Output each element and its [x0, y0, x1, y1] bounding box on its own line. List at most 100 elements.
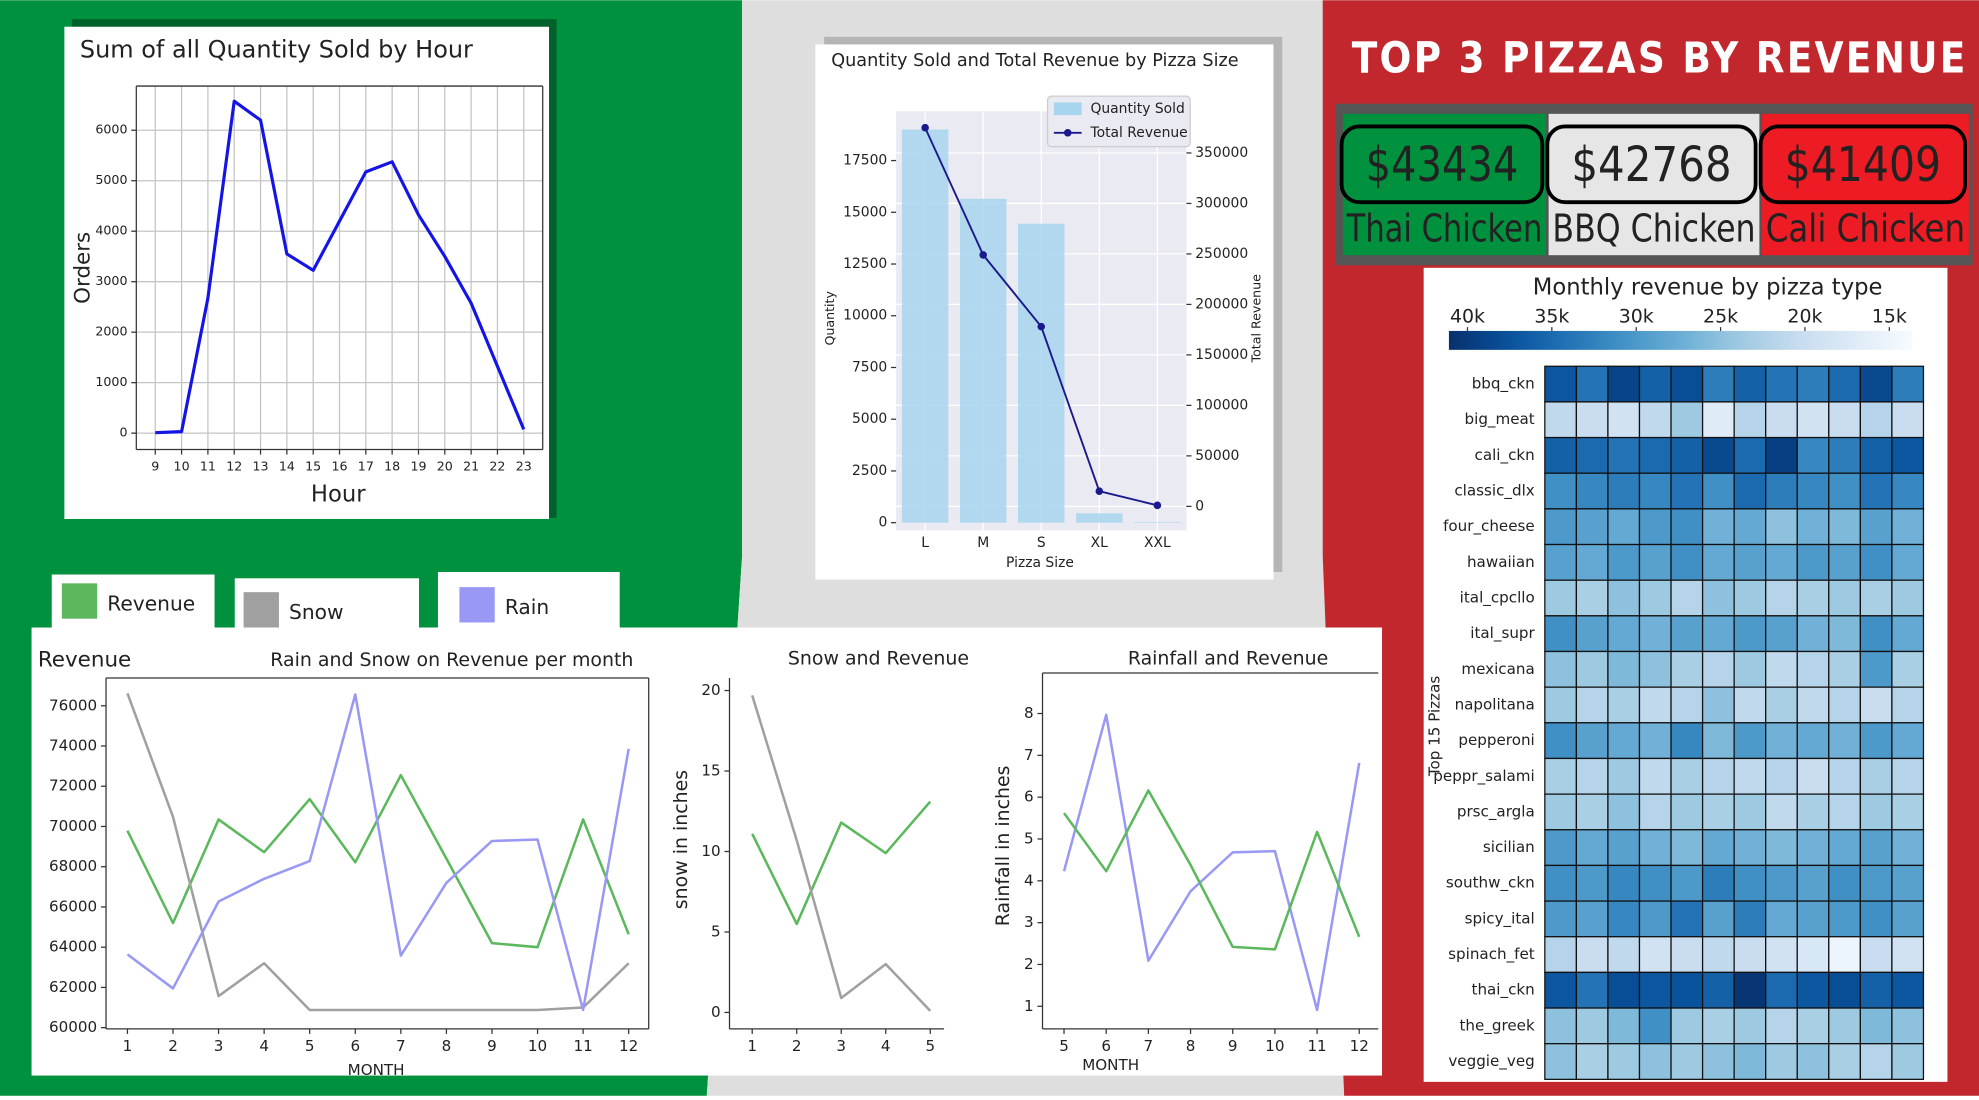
x-axis-label: Pizza Size	[1006, 555, 1074, 571]
x-axis-label: MONTH	[1082, 1056, 1139, 1074]
heatmap-cell	[1670, 864, 1704, 902]
x-tick-label: 8	[1186, 1037, 1196, 1055]
row-label: southw_ckn	[1446, 874, 1535, 893]
x-tick-label: 7	[1144, 1037, 1154, 1055]
heatmap-cell	[1638, 722, 1672, 760]
heatmap-cell	[1638, 757, 1672, 795]
heatmap-cell	[1891, 543, 1925, 581]
heatmap-cell	[1796, 508, 1830, 546]
heatmap-cell	[1891, 971, 1925, 1009]
series-line	[751, 695, 932, 1012]
legend-swatch	[61, 583, 98, 619]
heatmap-cell	[1796, 543, 1830, 581]
heatmap-cell	[1638, 793, 1672, 831]
x-tick-label: 16	[331, 459, 347, 474]
heatmap-cell	[1796, 864, 1830, 902]
heatmap-cell	[1796, 686, 1830, 724]
chart-title: Sum of all Quantity Sold by Hour	[80, 36, 473, 64]
heatmap-cell	[1733, 543, 1767, 581]
bar	[1076, 513, 1123, 523]
heatmap-cell	[1765, 365, 1798, 403]
heatmap-cell	[1670, 722, 1704, 760]
heatmap-cell	[1891, 722, 1925, 760]
kpi-value: $42768	[1571, 137, 1731, 193]
row-label: spinach_fet	[1448, 945, 1535, 964]
heatmap-cell	[1796, 971, 1830, 1009]
x-tick-label: 6	[1101, 1037, 1111, 1055]
heatmap-cell	[1733, 971, 1767, 1009]
heatmap-cell	[1891, 793, 1925, 831]
heatmap-cell	[1607, 436, 1641, 474]
heatmap-cell	[1733, 401, 1767, 439]
heatmap-cell	[1638, 864, 1672, 902]
row-label: hawaiian	[1467, 553, 1535, 571]
heatmap-cell	[1891, 401, 1925, 439]
x-tick-label: XL	[1091, 535, 1109, 551]
y-tick-label: 62000	[49, 978, 97, 996]
heatmap-cell	[1891, 436, 1925, 474]
x-tick-label: 8	[442, 1037, 452, 1055]
heatmap-cell	[1701, 579, 1735, 617]
heatmap-cell	[1701, 793, 1735, 831]
row-label: four_cheese	[1443, 517, 1535, 536]
heatmap-cell	[1544, 936, 1578, 974]
heatmap-cell	[1859, 436, 1893, 474]
heatmap-cell	[1733, 579, 1767, 617]
heatmap-cell	[1638, 365, 1672, 403]
row-label: classic_dlx	[1454, 482, 1534, 501]
y-tick-label: 7500	[852, 359, 887, 375]
heatmap-cell	[1607, 829, 1641, 867]
x-tick-label: 11	[200, 459, 216, 474]
heatmap-cell	[1575, 686, 1609, 724]
line-point	[979, 251, 987, 259]
row-label: mexicana	[1461, 660, 1534, 678]
x-tick-label: 5	[1059, 1037, 1069, 1055]
heatmap-cell	[1765, 472, 1798, 510]
heatmap-cell	[1575, 508, 1609, 546]
heatmap-cell	[1733, 793, 1767, 831]
y-tick-label: 2500	[852, 463, 887, 479]
heatmap-cell	[1891, 936, 1925, 974]
heatmap-cell	[1891, 829, 1925, 867]
x-tick-label: XXL	[1144, 535, 1171, 551]
x-tick-label: M	[977, 535, 989, 551]
y-tick-label: 7	[1024, 746, 1034, 764]
heatmap-cell	[1891, 1007, 1925, 1045]
heatmap-cell	[1891, 365, 1925, 403]
heatmap-cell	[1701, 900, 1735, 938]
heatmap-cell	[1765, 401, 1798, 439]
y-tick-label: 3	[1024, 913, 1034, 931]
y-tick-label: 70000	[49, 817, 97, 835]
x-tick-label: S	[1037, 535, 1046, 551]
heatmap-cell	[1670, 472, 1704, 510]
y-tick-label: 4	[1024, 871, 1034, 889]
heatmap-cell	[1701, 401, 1735, 439]
heatmap-cell	[1765, 543, 1798, 581]
heatmap-cell	[1733, 650, 1767, 688]
y-tick-label: 5000	[852, 411, 887, 427]
y-tick-label: 74000	[49, 736, 97, 754]
heatmap-cell	[1828, 722, 1861, 760]
heatmap-cell	[1796, 900, 1830, 938]
heatmap-cell	[1765, 1007, 1798, 1045]
heatmap-cell	[1544, 508, 1578, 546]
y-tick-label: 17500	[843, 153, 887, 169]
y2-tick-label: 200000	[1195, 296, 1248, 312]
heatmap-cell	[1575, 615, 1609, 653]
kpi-value: $41409	[1785, 137, 1942, 193]
series-line	[751, 800, 932, 926]
x-tick-label: 9	[1228, 1037, 1238, 1055]
heatmap-cell	[1701, 864, 1735, 902]
heatmap-cell	[1733, 757, 1767, 795]
heatmap-cell	[1859, 757, 1893, 795]
x-tick-label: 3	[836, 1037, 846, 1055]
heatmap-cell	[1796, 365, 1830, 403]
row-label: the_greek	[1459, 1016, 1534, 1035]
heatmap-cell	[1796, 436, 1830, 474]
heatmap-cell	[1891, 686, 1925, 724]
heatmap-cell	[1891, 900, 1925, 938]
heatmap-cell	[1607, 543, 1641, 581]
bar	[1134, 522, 1181, 523]
heatmap-cell	[1638, 686, 1672, 724]
